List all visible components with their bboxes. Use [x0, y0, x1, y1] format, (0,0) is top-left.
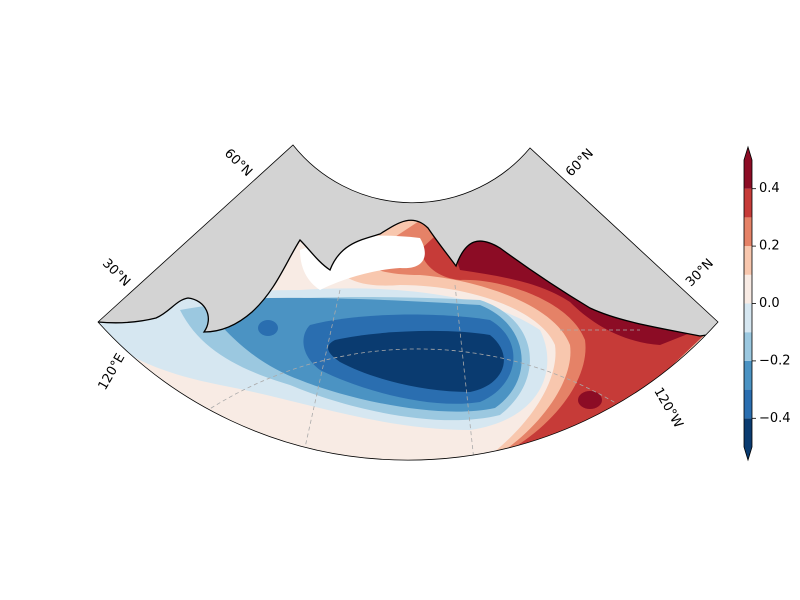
field-contour	[328, 330, 504, 392]
colorbar-tick-label: 0.0	[759, 296, 780, 311]
colorbar-band	[744, 303, 752, 333]
map-frame	[97, 144, 719, 461]
colorbar-band	[744, 246, 752, 275]
gridline-label: 120°W	[650, 385, 685, 431]
field-contour	[578, 391, 602, 409]
gridline-label: 60°N	[563, 146, 597, 180]
colorbar-outline	[743, 145, 753, 462]
gridline-label: 30°N	[99, 256, 133, 290]
colorbar-band	[744, 217, 752, 247]
colorbar-band	[744, 160, 752, 189]
colorbar-band	[744, 389, 752, 419]
colorbar-tick-label: 0.4	[759, 181, 780, 196]
colorbar-tick-label: −0.2	[759, 353, 791, 368]
colorbar-band	[744, 332, 752, 361]
colorbar-band	[744, 418, 752, 447]
colorbar-extend	[744, 147, 752, 160]
colorbar-band	[744, 274, 752, 304]
colorbar-tick-label: −0.4	[759, 411, 791, 426]
colorbar-band	[744, 188, 752, 218]
gridline-label: 60°N	[221, 146, 255, 180]
map-area	[98, 145, 718, 461]
colorbar-extend	[744, 447, 752, 460]
colorbar-band	[744, 360, 752, 390]
colorbar: −0.4 −0.2 0.0 0.2 0.4	[743, 145, 791, 462]
gridline-label: 120°E	[96, 351, 129, 393]
field-contour	[258, 320, 278, 336]
graticule	[299, 284, 640, 461]
colorbar-tick-label: 0.2	[759, 239, 780, 254]
graticule	[139, 348, 701, 461]
gridline-label: 30°N	[683, 256, 717, 290]
